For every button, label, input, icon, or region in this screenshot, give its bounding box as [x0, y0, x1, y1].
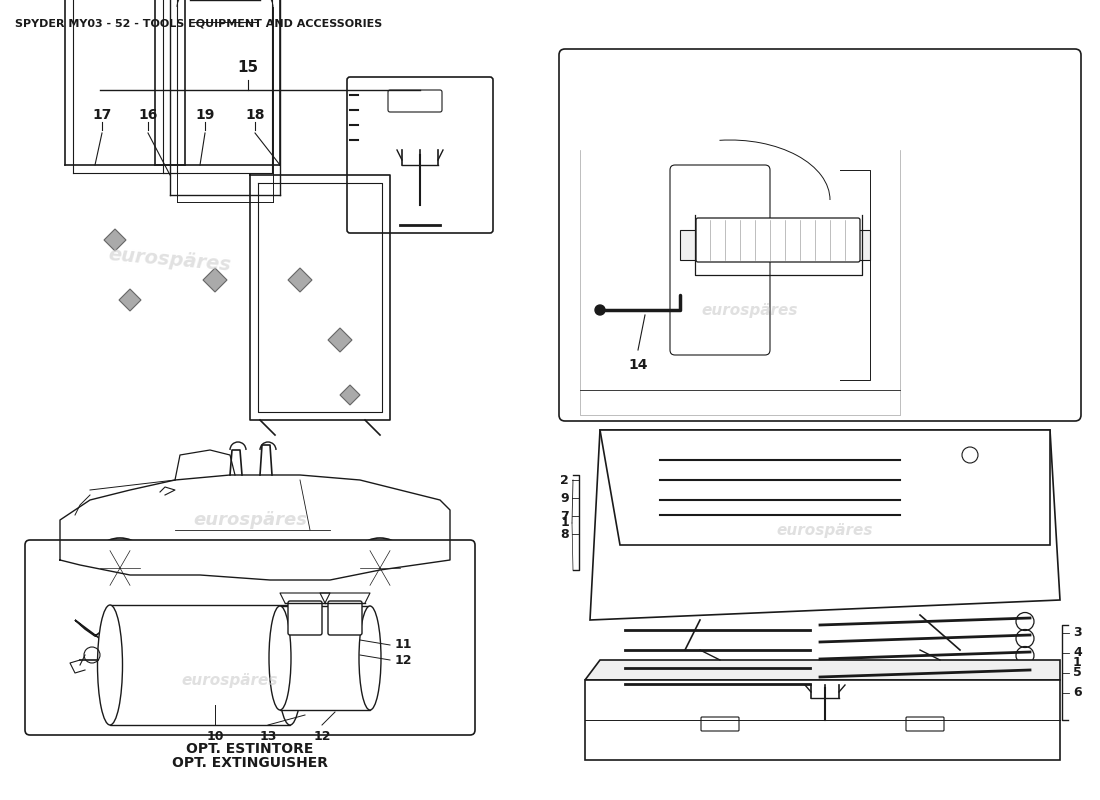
Polygon shape — [75, 618, 130, 650]
Text: 12: 12 — [314, 730, 331, 743]
Text: 8: 8 — [560, 527, 569, 541]
Bar — [280, 606, 370, 710]
FancyBboxPatch shape — [328, 601, 362, 635]
Ellipse shape — [277, 605, 302, 725]
Text: 19: 19 — [196, 108, 214, 122]
Text: 3: 3 — [1072, 626, 1081, 639]
FancyBboxPatch shape — [559, 49, 1081, 421]
Circle shape — [595, 305, 605, 315]
Polygon shape — [104, 229, 126, 251]
Text: 7: 7 — [560, 510, 569, 522]
Polygon shape — [585, 660, 1060, 680]
Bar — [110, 605, 290, 725]
Text: 14: 14 — [628, 358, 648, 372]
Text: 10: 10 — [207, 730, 223, 743]
FancyBboxPatch shape — [696, 218, 860, 262]
FancyBboxPatch shape — [25, 540, 475, 735]
Polygon shape — [340, 385, 360, 405]
Text: 17: 17 — [92, 108, 112, 122]
Polygon shape — [680, 230, 870, 260]
Text: eurospäres: eurospäres — [182, 673, 278, 687]
Polygon shape — [204, 268, 227, 292]
Text: 9: 9 — [560, 491, 569, 505]
FancyBboxPatch shape — [906, 717, 944, 731]
Text: 15: 15 — [238, 61, 258, 75]
Text: 16: 16 — [139, 108, 157, 122]
Text: 11: 11 — [395, 638, 412, 651]
Polygon shape — [590, 430, 1060, 620]
Polygon shape — [600, 430, 1050, 545]
Text: 13: 13 — [260, 730, 277, 743]
Text: eurospäres: eurospäres — [777, 522, 873, 538]
Text: OPT. EXTINGUISHER: OPT. EXTINGUISHER — [172, 756, 328, 770]
Ellipse shape — [270, 606, 292, 710]
Text: SPYDER MY03 - 52 - TOOLS EQUIPMENT AND ACCESSORIES: SPYDER MY03 - 52 - TOOLS EQUIPMENT AND A… — [15, 18, 383, 28]
FancyBboxPatch shape — [346, 77, 493, 233]
FancyBboxPatch shape — [701, 717, 739, 731]
Text: 1: 1 — [560, 517, 569, 530]
Polygon shape — [119, 289, 141, 311]
Text: 12: 12 — [395, 654, 412, 666]
Text: OPT. ESTINTORE: OPT. ESTINTORE — [186, 742, 314, 756]
Text: 1: 1 — [1072, 657, 1081, 670]
Polygon shape — [328, 328, 352, 352]
Polygon shape — [288, 268, 312, 292]
Text: eurospäres: eurospäres — [108, 245, 232, 275]
Text: 18: 18 — [245, 108, 265, 122]
Text: 2: 2 — [560, 474, 569, 486]
FancyBboxPatch shape — [670, 165, 770, 355]
Text: 5: 5 — [1072, 666, 1081, 679]
Polygon shape — [585, 680, 1060, 760]
Text: 4: 4 — [1072, 646, 1081, 659]
FancyBboxPatch shape — [388, 90, 442, 112]
Ellipse shape — [359, 606, 381, 710]
FancyBboxPatch shape — [288, 601, 322, 635]
Text: 6: 6 — [1072, 686, 1081, 699]
Text: eurospäres: eurospäres — [702, 302, 799, 318]
Ellipse shape — [98, 605, 122, 725]
Text: eurospäres: eurospäres — [192, 511, 307, 529]
